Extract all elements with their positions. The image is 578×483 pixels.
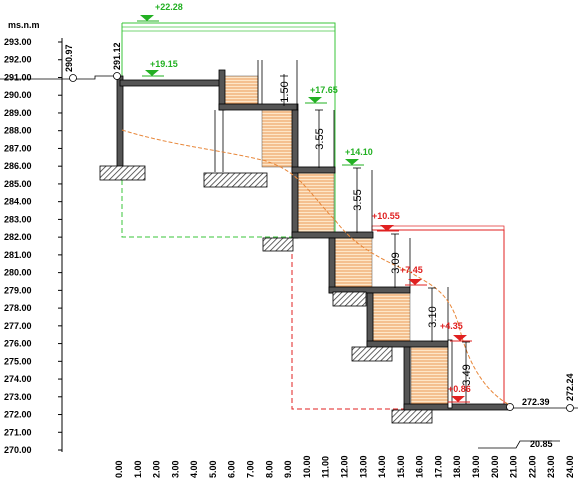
level-marker <box>451 396 465 402</box>
x-tick-label: 20.00 <box>490 455 500 478</box>
y-tick-label: 287.00 <box>4 143 32 153</box>
x-tick-label: 21.00 <box>509 455 519 478</box>
x-tick-label: 0.00 <box>114 460 124 478</box>
x-tick-label: 23.00 <box>546 455 556 478</box>
x-tick-label: 4.00 <box>189 460 199 478</box>
y-tick-label: 273.00 <box>4 392 32 402</box>
x-tick-label: 14.00 <box>377 455 387 478</box>
green-box <box>121 22 336 238</box>
ground-level: 272.24 <box>565 373 575 401</box>
water-fills <box>223 75 449 405</box>
level-label: +17.65 <box>310 85 338 95</box>
x-tick-label: 19.00 <box>471 455 481 478</box>
level-label: +0.86 <box>448 384 471 394</box>
y-tick-label: 272.00 <box>4 410 32 420</box>
dimension: 3.55 <box>314 128 326 149</box>
y-tick-label: 284.00 <box>4 197 32 207</box>
level-marker <box>308 97 322 103</box>
y-tick-label: 286.00 <box>4 161 32 171</box>
level-marker <box>145 70 159 76</box>
y-tick-label: 281.00 <box>4 250 32 260</box>
x-tick-label: 7.00 <box>246 460 256 478</box>
x-tick-label: 13.00 <box>358 455 368 478</box>
y-tick-label: 293.00 <box>4 37 32 47</box>
y-tick-label: 279.00 <box>4 285 32 295</box>
x-tick-label: 3.00 <box>170 460 180 478</box>
posts <box>214 60 449 341</box>
structure <box>116 69 511 411</box>
x-tick-label: 22.00 <box>527 455 537 478</box>
x-tick-label: 12.00 <box>339 455 349 478</box>
level-label: +4.35 <box>440 321 463 331</box>
x-axis: 0.00 1.00 2.00 3.00 4.00 5.00 6.00 7.00 8.00 9.00… <box>114 455 575 478</box>
y-tick-label: 289.00 <box>4 108 32 118</box>
y-tick-label: 278.00 <box>4 303 32 313</box>
x-tick-label: 11.00 <box>321 456 331 478</box>
x-tick-label: 16.00 <box>415 455 425 478</box>
y-tick-label: 282.00 <box>4 232 32 242</box>
y-tick-label: 276.00 <box>4 339 32 349</box>
y-tick-label: 288.00 <box>4 126 32 136</box>
level-marker <box>140 15 154 21</box>
ground-level: 290.97 <box>64 44 74 72</box>
level-marker <box>380 225 394 231</box>
dimension: 3.55 <box>352 189 364 210</box>
dimension-lines <box>280 74 470 404</box>
x-tick-label: 6.00 <box>227 460 237 478</box>
level-label: +22.28 <box>155 2 183 12</box>
ground-level: 272.39 <box>522 397 550 407</box>
level-marker <box>408 279 422 285</box>
ground-level: 291.12 <box>112 42 122 70</box>
distance: 20.85 <box>530 439 553 449</box>
y-tick-label: 275.00 <box>4 356 32 366</box>
x-tick-label: 9.00 <box>283 460 293 478</box>
level-label: +10.55 <box>372 211 400 221</box>
x-tick-label: 24.00 <box>565 455 575 478</box>
level-label: +7.45 <box>400 265 423 275</box>
dimension: 3.49 <box>461 364 473 385</box>
level-label: +14.10 <box>345 147 373 157</box>
level-marker <box>345 159 359 165</box>
dimension: 1.50 <box>279 81 291 102</box>
y-tick-label: 270.00 <box>4 445 32 455</box>
dimension: 3.10 <box>427 306 439 327</box>
y-tick-label: 291.00 <box>4 72 32 82</box>
x-tick-label: 18.00 <box>452 455 462 478</box>
y-tick-label: 290.00 <box>4 90 32 100</box>
y-axis: 293.00 292.00 291.00 290.00 289.00 288.00 287.… <box>4 37 63 455</box>
x-tick-label: 8.00 <box>264 460 274 478</box>
x-tick-label: 17.00 <box>433 455 443 478</box>
y-tick-label: 280.00 <box>4 268 32 278</box>
y-tick-label: 271.00 <box>4 427 32 437</box>
x-tick-label: 1.00 <box>133 460 143 478</box>
y-tick-label: 285.00 <box>4 179 32 189</box>
level-label: +19.15 <box>150 59 178 69</box>
x-tick-label: 2.00 <box>152 460 162 478</box>
y-tick-label: 292.00 <box>4 55 32 65</box>
y-tick-label: 277.00 <box>4 321 32 331</box>
axis-label: ms.n.m <box>8 20 40 30</box>
foundations <box>99 165 433 424</box>
level-marker <box>453 335 467 341</box>
x-tick-label: 10.00 <box>302 455 312 478</box>
x-tick-label: 15.00 <box>396 455 406 478</box>
y-tick-label: 283.00 <box>4 214 32 224</box>
x-tick-label: 5.00 <box>208 460 218 478</box>
dimension: 3.09 <box>390 252 402 273</box>
y-tick-label: 274.00 <box>4 374 32 384</box>
ground <box>0 72 578 449</box>
